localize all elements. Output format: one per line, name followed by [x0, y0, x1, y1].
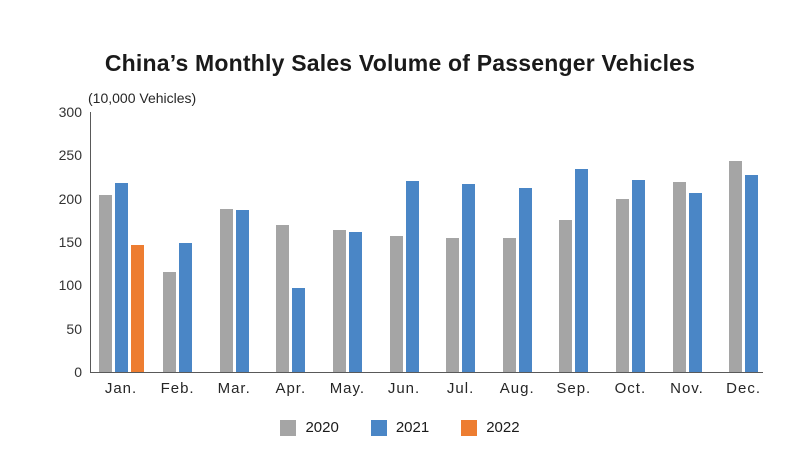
chart-title: China’s Monthly Sales Volume of Passenge…	[104, 50, 696, 76]
legend-label-2020: 2020	[305, 419, 339, 436]
bar-2021-jun	[405, 180, 419, 372]
bar-2021-may	[348, 231, 362, 372]
legend-swatch-2021	[370, 419, 387, 436]
bar-2020-dec	[729, 161, 743, 372]
bar-2020-nov	[672, 182, 686, 372]
bar-group-feb	[163, 242, 193, 372]
bar-2020-may	[332, 229, 346, 372]
bar-group-aug	[502, 188, 532, 372]
y-tick-label-100: 100	[58, 277, 82, 294]
bar-2020-jul	[446, 237, 460, 372]
bar-2020-sep	[559, 220, 573, 372]
bar-2021-jan	[114, 183, 128, 372]
legend-swatch-2020	[280, 419, 297, 436]
bar-group-sep	[559, 169, 589, 372]
bar-2021-sep	[575, 169, 589, 372]
bar-2020-feb	[163, 271, 177, 372]
bar-group-may	[332, 229, 362, 372]
x-tick-label-mar: Mar.	[217, 380, 251, 397]
bar-group-apr	[276, 224, 306, 372]
bar-group-oct	[615, 179, 645, 372]
bar-2021-aug	[518, 188, 532, 372]
x-tick-label-nov: Nov.	[670, 380, 704, 397]
x-tick-label-dec: Dec.	[726, 380, 762, 397]
y-tick-label-50: 50	[66, 320, 82, 337]
bar-2021-oct	[631, 179, 645, 372]
x-tick-label-oct: Oct.	[614, 380, 647, 397]
x-tick-label-apr: Apr.	[275, 380, 307, 397]
y-tick-label-0: 0	[74, 364, 82, 380]
x-tick-label-aug: Aug.	[499, 380, 535, 397]
y-axis-units-label: (10,000 Vehicles)	[88, 90, 197, 106]
x-tick-label-sep: Sep.	[556, 380, 592, 397]
plot-area	[90, 112, 763, 373]
x-tick-label-may: May.	[329, 380, 366, 397]
x-tick-label-jan: Jan.	[104, 380, 138, 397]
legend-label-2022: 2022	[486, 419, 520, 436]
bar-2021-jul	[462, 183, 476, 372]
legend-item-2021: 2021	[370, 419, 430, 436]
bar-2021-nov	[688, 192, 702, 372]
bar-group-jul	[446, 183, 476, 372]
bar-group-jan	[98, 183, 144, 372]
bar-group-jun	[389, 180, 419, 372]
y-tick-label-250: 250	[58, 147, 82, 164]
bar-2021-feb	[179, 242, 193, 372]
bar-2021-dec	[745, 175, 759, 372]
bar-2021-apr	[292, 287, 306, 372]
bar-2020-aug	[502, 237, 516, 372]
legend-item-2022: 2022	[461, 419, 520, 436]
bar-2020-jan	[98, 195, 112, 372]
legend-swatch-2022	[461, 419, 478, 436]
legend-label-2021: 2021	[395, 419, 430, 436]
bar-2020-jun	[389, 235, 403, 372]
y-tick-label-150: 150	[58, 234, 82, 250]
legend: 2020 2021 2022	[0, 419, 800, 436]
legend-item-2020: 2020	[280, 419, 339, 436]
x-tick-label-jul: Jul.	[446, 380, 475, 397]
bar-2022-jan	[130, 244, 144, 372]
bar-2021-mar	[235, 209, 249, 372]
bar-group-nov	[672, 182, 702, 372]
y-tick-label-200: 200	[58, 190, 82, 207]
bar-group-dec	[729, 161, 759, 372]
bar-2020-apr	[276, 224, 290, 372]
bar-group-mar	[219, 209, 249, 372]
x-tick-label-jun: Jun.	[387, 380, 421, 397]
bar-2020-oct	[615, 198, 629, 372]
bar-2020-mar	[219, 209, 233, 372]
x-tick-label-feb: Feb.	[160, 380, 195, 397]
y-tick-label-300: 300	[58, 104, 82, 120]
